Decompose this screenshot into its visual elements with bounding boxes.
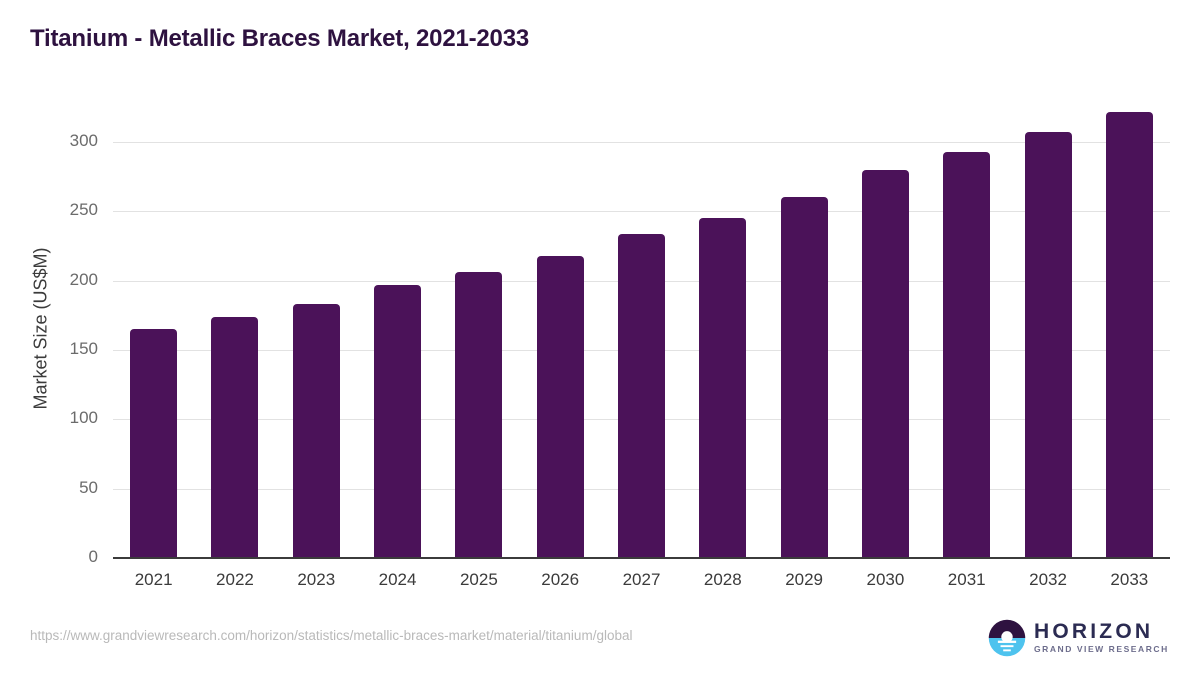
bar-2022[interactable]: [211, 316, 259, 558]
horizon-sun-circle-icon: [988, 619, 1026, 657]
y-axis-tick-label: 200: [69, 269, 98, 289]
x-axis-tick-label: 2030: [866, 570, 905, 589]
x-axis-tick-label: 2029: [785, 570, 824, 589]
x-axis-tick-label: 2026: [541, 570, 580, 589]
x-axis-tick-label: 2027: [622, 570, 661, 589]
bar-2030[interactable]: [861, 169, 909, 558]
gridline: [113, 211, 1170, 213]
x-axis-line: [113, 557, 1170, 559]
bar-2024[interactable]: [374, 284, 422, 558]
x-axis-tick-label: 2025: [459, 570, 498, 589]
y-axis-tick-label: 250: [69, 200, 98, 220]
y-axis-tick-label: 50: [79, 477, 98, 497]
logo-tagline: GRAND VIEW RESEARCH: [1034, 644, 1169, 654]
bar-2033[interactable]: [1105, 111, 1153, 558]
y-axis-tick-labels: 0 50 100 150 200 250 300: [0, 0, 103, 675]
x-axis-tick-label: 2021: [134, 570, 173, 589]
bar-2032[interactable]: [1024, 132, 1072, 558]
bar-2025[interactable]: [455, 272, 503, 558]
x-axis-tick-label: 2028: [703, 570, 742, 589]
plot-area: [113, 111, 1170, 558]
bar-2026[interactable]: [536, 255, 584, 558]
y-axis-tick-label: 150: [69, 339, 98, 358]
x-axis-tick-label: 2022: [216, 570, 254, 589]
y-axis-tick-label: 100: [69, 408, 98, 428]
bar-2027[interactable]: [618, 233, 665, 558]
x-axis-tick-label: 2032: [1029, 570, 1067, 589]
bar-2023[interactable]: [292, 304, 340, 558]
brand-logo[interactable]: HORIZON GRAND VIEW RESEARCH: [988, 618, 1170, 658]
bar-2028[interactable]: [699, 218, 747, 558]
source-url[interactable]: https://www.grandviewresearch.com/horizo…: [30, 628, 633, 643]
y-axis-tick-label: 300: [69, 131, 98, 150]
bar-2029[interactable]: [780, 197, 828, 558]
x-axis-tick-label: 2024: [378, 570, 417, 589]
x-axis-tick-label: 2023: [297, 570, 336, 589]
x-axis-tick-label: 2033: [1110, 570, 1149, 589]
x-axis-tick-label: 2031: [947, 570, 986, 589]
page-title: Titanium - Metallic Braces Market, 2021-…: [30, 25, 529, 52]
bar-2031[interactable]: [943, 151, 991, 558]
logo-text: HORIZON GRAND VIEW RESEARCH: [1034, 621, 1169, 655]
logo-title: HORIZON: [1034, 620, 1154, 643]
y-axis-tick-label: 0: [88, 547, 98, 566]
bar-2021[interactable]: [130, 329, 178, 558]
gridline: [113, 142, 1170, 143]
